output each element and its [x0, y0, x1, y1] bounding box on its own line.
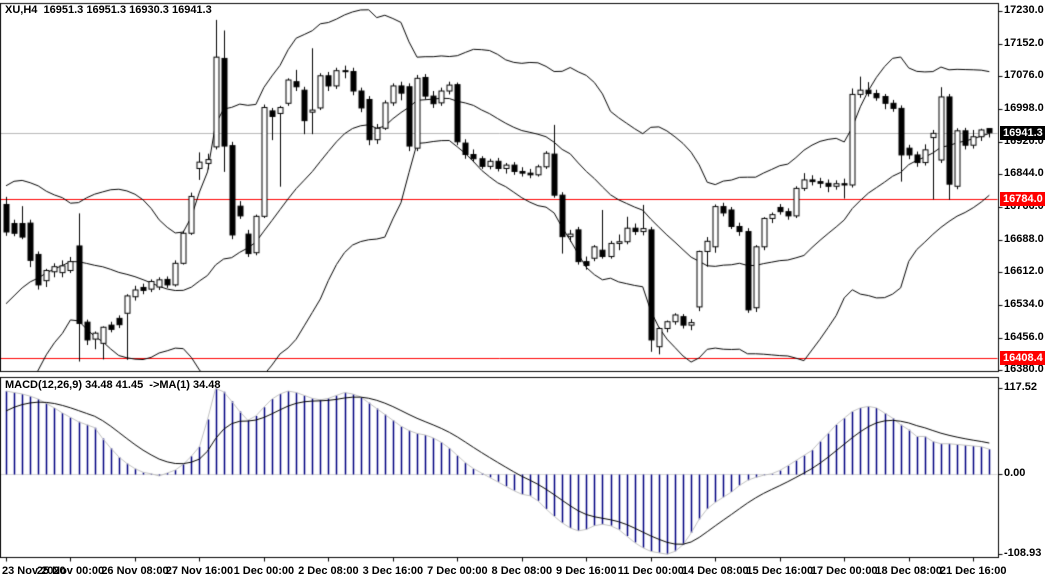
price-axis-label: 16380.0 [1004, 363, 1044, 376]
current-price-tag: 16941.3 [1000, 125, 1045, 140]
price-axis-label: 16612.0 [1004, 265, 1044, 278]
time-axis-label: 25 Nov 00:00 [36, 565, 105, 577]
price-axis-label: 17230.0 [1004, 3, 1044, 16]
time-axis-label: 1 Dec 00:00 [233, 565, 295, 577]
price-axis-label: 16534.0 [1004, 298, 1044, 311]
price-axis-label: 16844.0 [1004, 166, 1044, 179]
time-axis-label: 15 Dec 16:00 [746, 565, 814, 577]
time-axis-label: 18 Dec 08:00 [875, 565, 943, 577]
price-axis-label: 17152.0 [1004, 36, 1044, 49]
hline-price-tag-upper: 16784.0 [1000, 192, 1045, 207]
time-axis-label: 9 Dec 16:00 [556, 565, 617, 577]
time-axis-label: 17 Dec 00:00 [810, 565, 878, 577]
time-axis-label: 14 Dec 08:00 [681, 565, 749, 577]
time-axis-label: 11 Dec 00:00 [617, 565, 684, 577]
time-axis-label: 3 Dec 16:00 [362, 565, 424, 577]
time-axis-label: 7 Dec 00:00 [427, 565, 488, 577]
macd-axis-label: 117.52 [1004, 381, 1038, 394]
price-axis-label: 16456.0 [1004, 331, 1044, 344]
price-axis-label: 17076.0 [1004, 68, 1044, 81]
hline-price-tag-lower: 16408.4 [1000, 351, 1045, 366]
macd-axis-label: -108.93 [1004, 547, 1042, 560]
time-axis-label: 21 Dec 16:00 [939, 565, 1007, 577]
time-axis-label: 23 Nov 2020 [2, 565, 66, 577]
chart-title: XU,H4 16951.3 16951.3 16930.3 16941.3 [5, 4, 212, 16]
price-axis-label: 16688.0 [1004, 233, 1044, 246]
macd-indicator-label: MACD(12,26,9) 34.48 41.45 ->MA(1) 34.48 [5, 379, 221, 391]
macd-axis-label: 0.00 [1004, 467, 1026, 480]
time-axis-label: 2 Dec 08:00 [298, 565, 359, 577]
price-axis-label: 16998.0 [1004, 101, 1044, 114]
time-axis-label: 8 Dec 08:00 [491, 565, 553, 577]
time-axis-label: 26 Nov 08:00 [101, 565, 169, 577]
time-axis-label: 27 Nov 16:00 [165, 565, 234, 577]
